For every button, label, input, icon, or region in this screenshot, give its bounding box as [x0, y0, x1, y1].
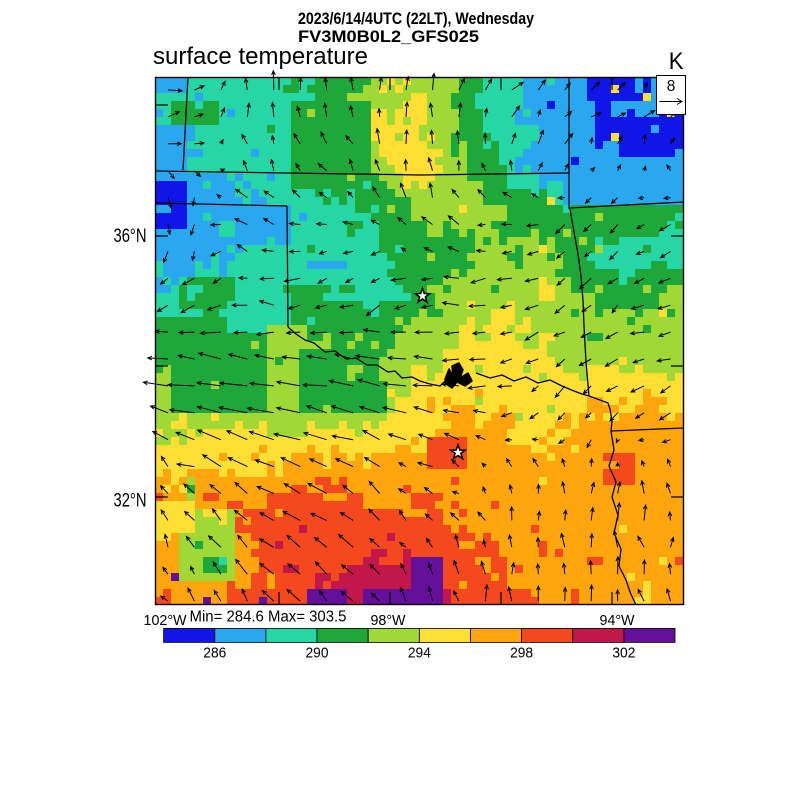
svg-text:302: 302: [612, 645, 635, 662]
svg-text:2023/6/14/4UTC (22LT), Wednesd: 2023/6/14/4UTC (22LT), Wednesday: [298, 10, 535, 28]
svg-text:294: 294: [408, 645, 431, 662]
svg-text:36°N: 36°N: [114, 226, 147, 247]
svg-text:286: 286: [203, 645, 226, 662]
svg-text:8: 8: [667, 78, 676, 95]
svg-text:32°N: 32°N: [114, 491, 147, 512]
svg-text:FV3M0B0L2_GFS025: FV3M0B0L2_GFS025: [298, 28, 479, 46]
svg-text:298: 298: [510, 645, 533, 662]
svg-text:102°W: 102°W: [144, 612, 188, 629]
svg-text:290: 290: [306, 645, 329, 662]
svg-text:98°W: 98°W: [371, 612, 407, 629]
svg-text:surface temperature: surface temperature: [153, 43, 368, 70]
svg-text:K: K: [669, 48, 684, 75]
svg-text:Min= 284.6 Max= 303.5: Min= 284.6 Max= 303.5: [190, 609, 347, 626]
svg-text:94°W: 94°W: [600, 612, 636, 629]
